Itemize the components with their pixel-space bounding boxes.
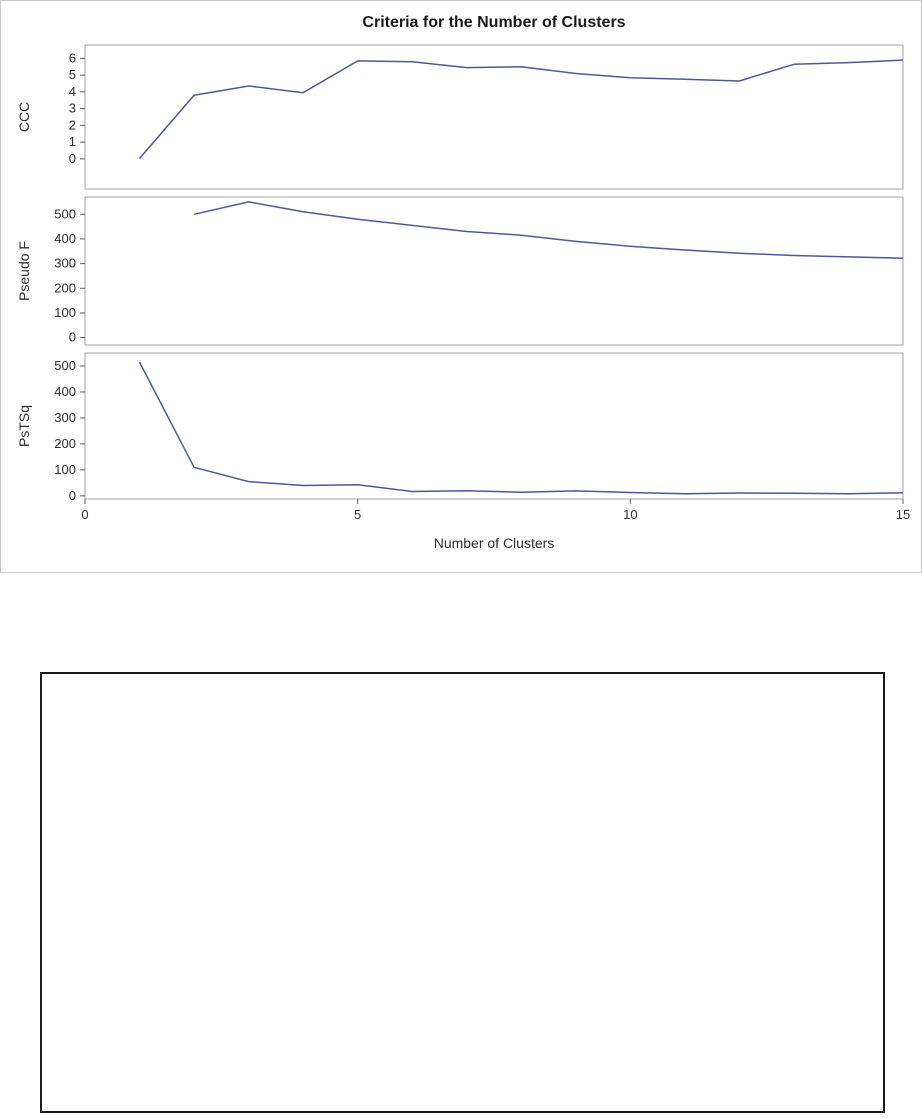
x-axis-label: Number of Clusters — [434, 535, 555, 551]
x-tick-label: 15 — [896, 507, 910, 522]
y-tick-label: 1 — [69, 134, 76, 149]
series-line-pseudo-f — [193, 201, 904, 259]
y-axis-label-ccc: CCC — [16, 102, 32, 132]
cluster-criteria-figure: Criteria for the Number of Clusters 0 1 2 3 4… — [0, 0, 922, 573]
y-tick-label: 2 — [69, 117, 76, 132]
y-tick-label: 0 — [69, 488, 76, 503]
y-tick-label: 500 — [54, 206, 76, 221]
y-tick-label: 0 — [69, 330, 76, 345]
y-tick-label: 500 — [54, 358, 76, 373]
y-tick-label: 400 — [54, 384, 76, 399]
x-tick-label: 0 — [81, 507, 88, 522]
y-tick-label: 300 — [54, 410, 76, 425]
empty-output-frame — [40, 672, 885, 1113]
y-tick-label: 3 — [69, 101, 76, 116]
panel-border-pseudo-f — [84, 196, 904, 346]
y-axis-label-pstsq: PsTSq — [16, 405, 32, 447]
cluster-criteria-chart: Criteria for the Number of Clusters 0 1 23 4… — [16, 14, 910, 551]
y-tick-label: 200 — [54, 436, 76, 451]
x-tick-label: 5 — [354, 507, 361, 522]
series-line-pstsq — [138, 361, 904, 495]
series-line-ccc — [138, 59, 904, 159]
y-tick-label: 4 — [69, 84, 76, 99]
y-tick-label: 100 — [54, 462, 76, 477]
y-tick-label: 100 — [54, 305, 76, 320]
panel-border-ccc — [84, 44, 904, 190]
y-axis-label-pseudo-f: Pseudo F — [16, 241, 32, 301]
y-tick-label: 6 — [69, 50, 76, 65]
chart-title: Criteria for the Number of Clusters — [362, 14, 625, 31]
y-tick-label: 300 — [54, 256, 76, 271]
x-tick-label: 10 — [623, 507, 637, 522]
panel-border-pstsq — [84, 352, 904, 500]
y-tick-label: 5 — [69, 67, 76, 82]
y-tick-label: 200 — [54, 280, 76, 295]
y-tick-label: 0 — [69, 151, 76, 166]
y-tick-label: 400 — [54, 231, 76, 246]
